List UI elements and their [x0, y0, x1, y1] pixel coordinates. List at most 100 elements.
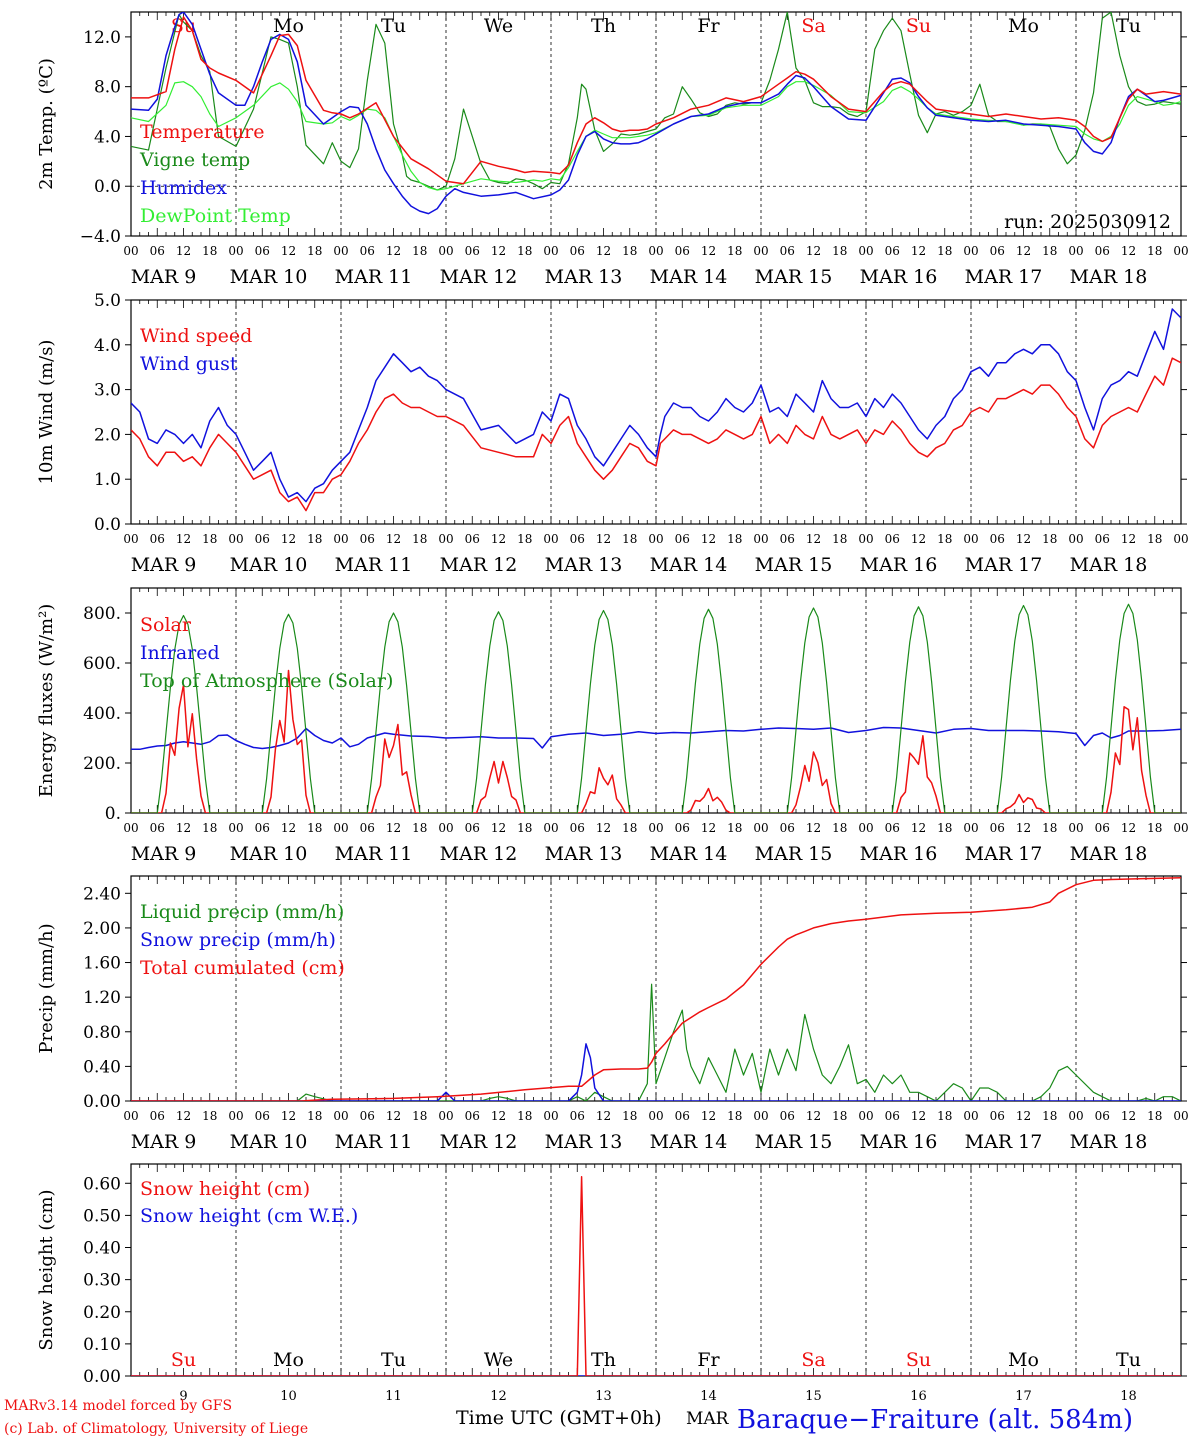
energy-hour-label: 18 [937, 821, 952, 835]
temp-y-tick-label: 8.0 [94, 78, 121, 98]
wind-hour-label: 12 [491, 532, 506, 546]
wind-hour-label: 06 [675, 532, 690, 546]
temp-y-tick-label: −4.0 [80, 227, 121, 247]
station-title: Baraque−Fraiture (alt. 584m) [737, 1405, 1133, 1435]
energy-hour-label: 12 [1121, 821, 1136, 835]
precip-legend-entry: Total cumulated (cm) [140, 957, 345, 979]
temp-series-dewpoint-temp [131, 81, 1181, 191]
precip-y-tick-label: 0.00 [83, 1092, 121, 1112]
panels: −4.0 0.0 4.0 8.0 12.0 2m Temp. (ºC) 00 06 12 18 MA… [36, 11, 1189, 1404]
snow-y-axis-label: Snow height (cm) [36, 1189, 57, 1350]
energy-legend-entry: Infrared [140, 642, 220, 664]
wind-hour-label: 06 [465, 532, 480, 546]
precip-hour-label: 00 [963, 1109, 978, 1123]
temp-hour-label: 00 [648, 244, 663, 258]
snow-weekday-label: Mo [1008, 1349, 1039, 1371]
temp-hour-label: 12 [596, 244, 611, 258]
snow-weekday-label: Tu [1116, 1349, 1141, 1371]
wind-hour-label: 00 [1068, 532, 1083, 546]
temp-hour-label: 12 [911, 244, 926, 258]
energy-series-solar [131, 669, 1181, 813]
precip-series-snow-precip-mm-h- [131, 1043, 1181, 1101]
temp-hour-label: 18 [1042, 244, 1057, 258]
energy-y-tick-label: 400. [83, 704, 121, 724]
energy-hour-label: 12 [911, 821, 926, 835]
temp-hour-label: 06 [360, 244, 375, 258]
wind-hour-label: 12 [281, 532, 296, 546]
wind-hour-label: 18 [622, 532, 637, 546]
temp-hour-label: 06 [780, 244, 795, 258]
energy-date-label: MAR 18 [1070, 843, 1148, 865]
wind-hour-label: 00 [753, 532, 768, 546]
snow-y-tick-label: 0.20 [83, 1303, 121, 1323]
snow-day-number: 13 [595, 1389, 612, 1404]
wind-legend-entry: Wind speed [140, 325, 252, 347]
temp-weekday-label: Th [591, 15, 616, 37]
wind-date-label: MAR 17 [965, 554, 1043, 576]
wind-hour-label: 00 [333, 532, 348, 546]
temp-hour-label: 12 [701, 244, 716, 258]
energy-y-tick-label: 200. [83, 754, 121, 774]
footer: MARv3.14 model forced by GFS (c) Lab. of… [4, 1398, 1133, 1437]
precip-hour-label: 00 [858, 1109, 873, 1123]
precip-hour-label: 00 [1068, 1109, 1083, 1123]
wind-hour-label: 18 [1147, 532, 1162, 546]
energy-date-label: MAR 16 [860, 843, 938, 865]
temp-hour-label: 00 [333, 244, 348, 258]
temp-hour-label: 18 [202, 244, 217, 258]
wind-date-label: MAR 13 [545, 554, 623, 576]
energy-hour-label: 18 [1042, 821, 1057, 835]
energy-legend-entry: Solar [140, 614, 192, 636]
precip-panel: 0.00 0.40 0.80 1.20 1.60 2.00 2.40 Precip (mm/h… [36, 875, 1189, 1153]
energy-hour-label: 18 [517, 821, 532, 835]
snow-y-tick-label: 0.60 [83, 1174, 121, 1194]
precip-hour-label: 18 [937, 1109, 952, 1123]
wind-y-tick-label: 4.0 [94, 336, 121, 356]
wind-hour-label: 06 [570, 532, 585, 546]
temp-hour-label: 06 [255, 244, 270, 258]
snow-legend-entry: Snow height (cm) [140, 1178, 310, 1200]
snow-day-number: 11 [385, 1389, 402, 1404]
precip-hour-label: 06 [255, 1109, 270, 1123]
energy-hour-label: 18 [727, 821, 742, 835]
temp-hour-label: 12 [386, 244, 401, 258]
temp-hour-label: 18 [727, 244, 742, 258]
wind-hour-label: 18 [412, 532, 427, 546]
temp-hour-label: 12 [1016, 244, 1031, 258]
energy-hour-label: 00 [858, 821, 873, 835]
temp-hour-label: 00 [438, 244, 453, 258]
precip-y-axis-label: Precip (mm/h) [36, 923, 57, 1053]
precip-hour-label: 00 [438, 1109, 453, 1123]
snow-y-tick-label: 0.50 [83, 1206, 121, 1226]
precip-hour-label: 18 [832, 1109, 847, 1123]
temp-weekday-label: We [484, 15, 513, 37]
precip-date-label: MAR 14 [650, 1131, 728, 1153]
wind-panel: 0.0 1.0 2.0 3.0 4.0 5.0 10m Wind (m/s) 00 06 12 18… [36, 291, 1189, 576]
time-axis-label: Time UTC (GMT+0h) [456, 1407, 662, 1429]
energy-hour-label: 12 [596, 821, 611, 835]
temp-y-axis-label: 2m Temp. (ºC) [36, 58, 57, 190]
temp-hour-label: 12 [1121, 244, 1136, 258]
energy-hour-label: 06 [360, 821, 375, 835]
temp-hour-label: 18 [622, 244, 637, 258]
wind-hour-label: 12 [176, 532, 191, 546]
temp-hour-label: 18 [832, 244, 847, 258]
precip-hour-label: 12 [1016, 1109, 1031, 1123]
precip-hour-label: 06 [1095, 1109, 1110, 1123]
precip-hour-label: 00 [228, 1109, 243, 1123]
wind-hour-label: 18 [937, 532, 952, 546]
snow-day-number: 16 [910, 1389, 927, 1404]
precip-series-liquid-precip-mm-h- [131, 983, 1181, 1101]
energy-hour-label: 06 [990, 821, 1005, 835]
energy-y-tick-label: 0. [105, 804, 121, 824]
temp-weekday-label: Fr [697, 15, 720, 37]
wind-hour-label: 12 [701, 532, 716, 546]
wind-series-wind-gust [131, 308, 1181, 503]
precip-hour-label: 06 [360, 1109, 375, 1123]
energy-hour-label: 12 [176, 821, 191, 835]
precip-y-tick-label: 1.60 [83, 954, 121, 974]
precip-hour-label: 12 [911, 1109, 926, 1123]
precip-date-label: MAR 17 [965, 1131, 1043, 1153]
energy-hour-label: 06 [675, 821, 690, 835]
